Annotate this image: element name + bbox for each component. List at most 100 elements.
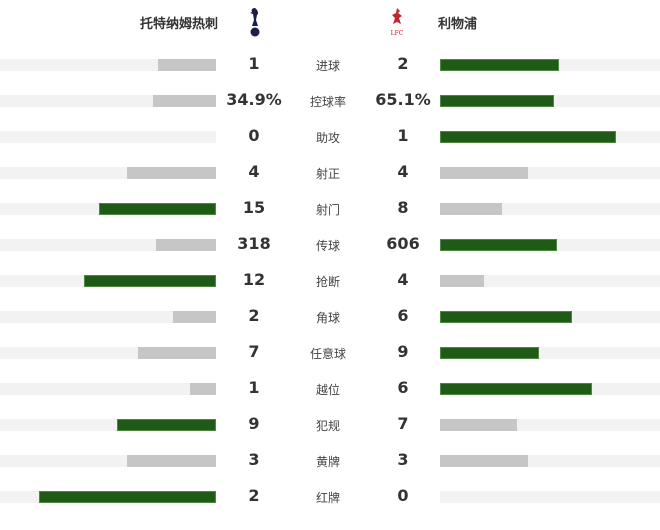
away-value: 6 xyxy=(397,306,409,325)
home-bar xyxy=(116,419,216,431)
away-bar xyxy=(440,347,539,359)
home-value: 0 xyxy=(248,126,260,145)
away-bar-track xyxy=(440,311,660,323)
stat-label: 红牌 xyxy=(315,491,340,505)
away-bar-track xyxy=(440,59,660,71)
home-bar xyxy=(172,311,216,323)
home-bar-track xyxy=(0,167,216,179)
stat-row: 34.9% 控球率 65.1% xyxy=(0,89,660,113)
away-bar-track xyxy=(440,347,660,359)
home-bar xyxy=(155,239,216,251)
away-bar xyxy=(440,131,616,143)
home-bar xyxy=(127,455,216,467)
stat-row: 9 犯规 7 xyxy=(0,413,660,437)
stat-row: 15 射门 8 xyxy=(0,197,660,221)
home-bar-track xyxy=(0,311,216,323)
home-value: 15 xyxy=(242,198,266,217)
away-bar xyxy=(440,383,592,395)
away-value: 606 xyxy=(386,234,420,253)
home-value: 2 xyxy=(248,306,260,325)
away-value: 9 xyxy=(397,342,409,361)
away-value: 4 xyxy=(397,162,409,181)
stat-row: 2 红牌 0 xyxy=(0,485,660,509)
home-bar xyxy=(84,275,216,287)
away-value: 3 xyxy=(397,450,409,469)
away-bar-track xyxy=(440,491,660,503)
liverpool-crest-icon: LFC xyxy=(391,8,404,37)
stat-row: 7 任意球 9 xyxy=(0,341,660,365)
home-value: 7 xyxy=(248,342,260,361)
home-value: 12 xyxy=(242,270,266,289)
away-bar-track xyxy=(440,239,660,251)
home-value: 9 xyxy=(248,414,260,433)
home-bar-track xyxy=(0,455,216,467)
away-bar xyxy=(440,59,559,71)
stat-label: 越位 xyxy=(315,383,340,397)
svg-text:LFC: LFC xyxy=(391,30,404,37)
home-value: 1 xyxy=(248,54,260,73)
stat-row: 3 黄牌 3 xyxy=(0,449,660,473)
away-bar-track xyxy=(440,455,660,467)
home-bar-track xyxy=(0,203,216,215)
stat-label: 进球 xyxy=(315,59,340,73)
stat-label: 传球 xyxy=(315,239,340,253)
home-value: 2 xyxy=(248,486,260,505)
away-bar xyxy=(440,95,555,107)
away-bar-track xyxy=(440,383,660,395)
away-value: 0 xyxy=(397,486,409,505)
away-bar-track xyxy=(440,419,660,431)
away-team-name: 利物浦 xyxy=(438,17,478,32)
home-bar xyxy=(38,491,216,503)
home-bar-track xyxy=(0,275,216,287)
home-value: 318 xyxy=(237,234,271,253)
away-bar xyxy=(440,239,557,251)
stat-row: 318 传球 606 xyxy=(0,233,660,257)
stat-label: 黄牌 xyxy=(315,455,340,469)
stat-row: 1 越位 6 xyxy=(0,377,660,401)
stat-label: 射正 xyxy=(315,167,340,181)
stat-row: 1 进球 2 xyxy=(0,53,660,77)
home-bar-track xyxy=(0,131,216,143)
home-bar-track xyxy=(0,59,216,71)
stat-row: 2 角球 6 xyxy=(0,305,660,329)
stat-label: 控球率 xyxy=(309,95,346,109)
home-value: 34.9% xyxy=(226,90,282,109)
home-bar xyxy=(190,383,216,395)
away-value: 6 xyxy=(397,378,409,397)
home-value: 1 xyxy=(248,378,260,397)
home-value: 3 xyxy=(248,450,260,469)
home-bar-track xyxy=(0,491,216,503)
home-bar xyxy=(153,95,216,107)
away-bar-track xyxy=(440,95,660,107)
home-team-name: 托特纳姆热刺 xyxy=(139,17,218,32)
stat-row: 4 射正 4 xyxy=(0,161,660,185)
away-bar xyxy=(440,419,517,431)
home-bar-track xyxy=(0,419,216,431)
stat-label: 助攻 xyxy=(315,131,340,145)
away-bar xyxy=(440,275,484,287)
home-bar-track xyxy=(0,347,216,359)
stat-row: 12 抢断 4 xyxy=(0,269,660,293)
home-value: 4 xyxy=(248,162,260,181)
away-bar-track xyxy=(440,203,660,215)
away-value: 8 xyxy=(397,198,409,217)
home-bar xyxy=(127,167,216,179)
away-bar-track xyxy=(440,275,660,287)
stat-label: 抢断 xyxy=(315,275,340,289)
stat-label: 射门 xyxy=(315,203,340,217)
away-bar-track xyxy=(440,167,660,179)
away-value: 4 xyxy=(397,270,409,289)
away-value: 65.1% xyxy=(375,90,431,109)
away-bar xyxy=(440,311,572,323)
tottenham-crest-icon xyxy=(250,8,260,37)
away-bar-track xyxy=(440,131,660,143)
away-bar xyxy=(440,203,502,215)
home-bar xyxy=(99,203,216,215)
home-bar xyxy=(138,347,216,359)
away-value: 2 xyxy=(397,54,409,73)
stat-label: 犯规 xyxy=(315,419,340,433)
stat-label: 任意球 xyxy=(309,347,346,361)
stat-row: 0 助攻 1 xyxy=(0,125,660,149)
away-value: 1 xyxy=(397,126,409,145)
home-bar-track xyxy=(0,95,216,107)
